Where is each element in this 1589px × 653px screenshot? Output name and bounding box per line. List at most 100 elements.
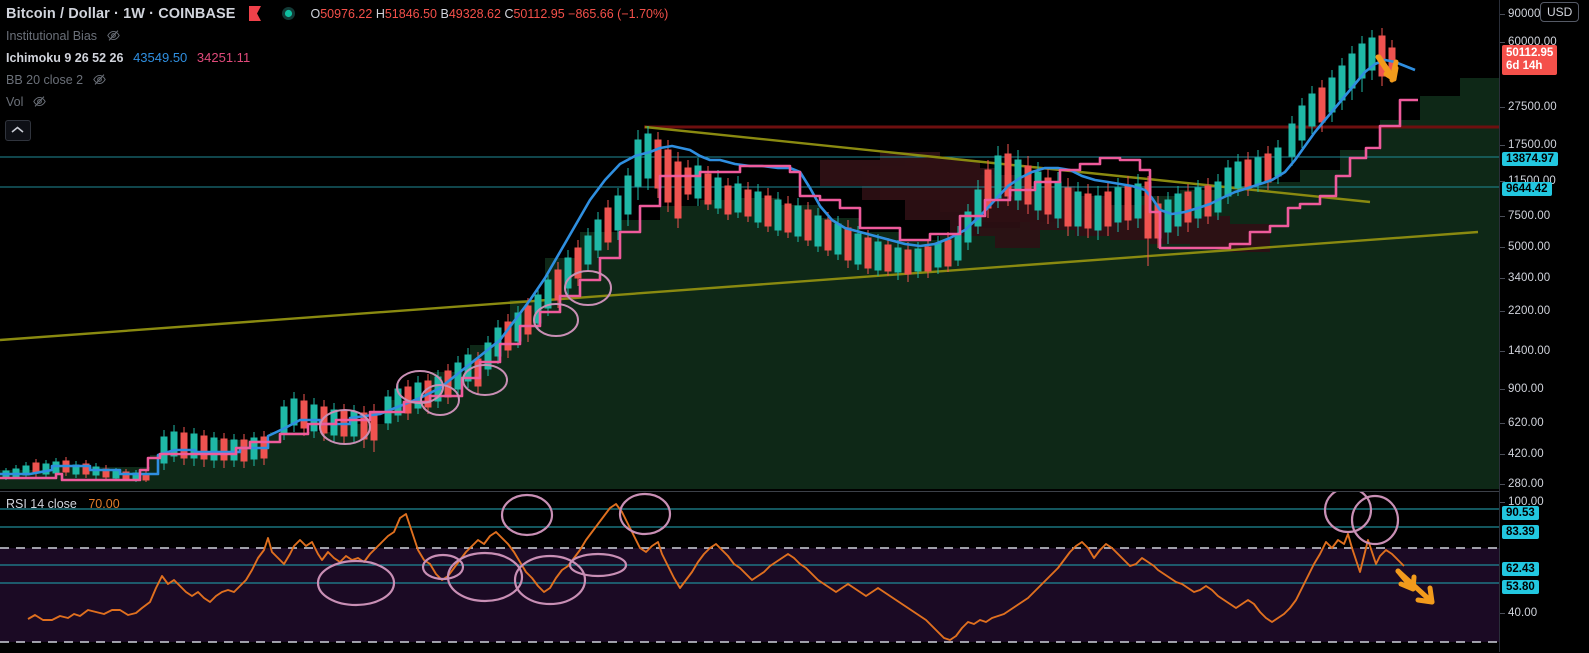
annotation-ellipse[interactable] xyxy=(533,303,579,337)
price-axis-tickmark xyxy=(1500,351,1505,352)
price-axis-tick-label: 100.00 xyxy=(1508,496,1544,508)
price-axis-tickmark xyxy=(1500,454,1505,455)
indicator-name[interactable]: Institutional Bias xyxy=(6,29,98,43)
rsi-annotation-arrow[interactable] xyxy=(1395,568,1435,605)
annotation-ellipse-group[interactable] xyxy=(319,270,612,445)
symbol-title[interactable]: Bitcoin / Dollar · 1W · COINBASE xyxy=(6,6,236,22)
annotation-ellipse[interactable] xyxy=(568,552,628,578)
price-axis-tick-label: 40.00 xyxy=(1508,607,1538,619)
price-level-badge[interactable]: 53.80 xyxy=(1502,580,1539,594)
price-level-badge[interactable]: 62.43 xyxy=(1502,562,1539,576)
rsi-indicator-name[interactable]: RSI 14 close xyxy=(6,497,77,511)
market-status-dot-icon[interactable] xyxy=(281,5,295,20)
ohlc-close-value: 50112.95 xyxy=(513,7,565,21)
eye-off-icon[interactable] xyxy=(106,27,120,41)
legend-indicator-ichimoku[interactable]: Ichimoku 9 26 52 26 43549.50 34251.11 xyxy=(6,47,668,69)
ohlc-high-key: H xyxy=(375,7,385,21)
ichimoku-cloud-green xyxy=(0,78,1500,489)
indicator-name[interactable]: BB 20 close 2 xyxy=(6,73,84,87)
price-axis-tickmark xyxy=(1500,613,1505,614)
price-axis-tick-label: 280.00 xyxy=(1508,478,1544,490)
price-axis-tickmark xyxy=(1500,14,1505,15)
ohlc-low-key: B xyxy=(440,7,449,21)
badge-price: 90.53 xyxy=(1506,507,1535,519)
bookmark-flag-icon[interactable] xyxy=(248,6,262,21)
price-chart-pane[interactable] xyxy=(0,0,1500,489)
rsi-chart-svg xyxy=(0,492,1500,653)
price-axis-tick-label: 900.00 xyxy=(1508,383,1544,395)
annotation-ellipse[interactable] xyxy=(421,553,465,581)
eye-off-icon[interactable] xyxy=(93,71,106,85)
price-axis-tickmark xyxy=(1500,389,1505,390)
price-axis-tickmark xyxy=(1500,423,1505,424)
annotation-ellipse[interactable] xyxy=(564,270,612,306)
ichimoku-value-pink: 34251.11 xyxy=(196,50,251,65)
annotation-ellipse[interactable] xyxy=(500,493,554,537)
rsi-annotation-ellipse-group[interactable] xyxy=(316,492,1400,607)
price-axis-tick-label: 420.00 xyxy=(1508,448,1544,460)
badge-price: 13874.97 xyxy=(1506,153,1554,165)
price-axis[interactable]: USD 90000.00 60000.00 27500.00 17500.00 1150… xyxy=(1499,0,1589,652)
legend-indicator-institutional-bias[interactable]: Institutional Bias xyxy=(6,25,668,47)
ohlc-change: −865.66 (−1.70%) xyxy=(568,7,669,21)
annotation-ellipse[interactable] xyxy=(462,364,508,396)
annotation-ellipse[interactable] xyxy=(319,409,371,445)
price-axis-tickmark xyxy=(1500,145,1505,146)
price-axis-tick-label: 27500.00 xyxy=(1508,101,1557,113)
ohlc-close-key: C xyxy=(504,7,514,21)
badge-price: 50112.95 xyxy=(1506,47,1554,59)
price-axis-tickmark xyxy=(1500,42,1505,43)
ohlc-values: O50976.22 H51846.50 B49328.62 C50112.95 … xyxy=(310,7,668,21)
price-axis-tickmark xyxy=(1500,247,1505,248)
legend-indicator-bollinger[interactable]: BB 20 close 2 xyxy=(6,69,668,91)
price-axis-tickmark xyxy=(1500,181,1505,182)
rsi-indicator-value: 70.00 xyxy=(88,497,120,511)
eye-off-icon[interactable] xyxy=(33,93,46,107)
ichimoku-cloud-red-2 xyxy=(862,158,1040,248)
rsi-legend[interactable]: RSI 14 close 70.00 xyxy=(6,497,120,511)
annotation-ellipse[interactable] xyxy=(1350,494,1400,546)
currency-chip[interactable]: USD xyxy=(1540,2,1580,22)
price-axis-tick-label: 3400.00 xyxy=(1508,272,1551,284)
current-price-badge[interactable]: 50112.95 6d 14h xyxy=(1502,45,1558,75)
price-axis-tick-label: 620.00 xyxy=(1508,417,1544,429)
rsi-chart-pane[interactable] xyxy=(0,491,1500,653)
price-axis-tickmark xyxy=(1500,502,1505,503)
ohlc-low-value: 49328.62 xyxy=(448,7,501,21)
badge-countdown: 6d 14h xyxy=(1506,60,1543,72)
badge-price: 62.43 xyxy=(1506,563,1535,575)
annotation-ellipse[interactable] xyxy=(420,384,460,416)
rsi-line xyxy=(27,503,1405,641)
price-axis-tickmark xyxy=(1500,484,1505,485)
price-axis-tick-label: 2200.00 xyxy=(1508,305,1551,317)
price-level-badge[interactable]: 83.39 xyxy=(1502,525,1539,539)
collapse-pane-button[interactable] xyxy=(5,120,31,141)
price-chart-svg xyxy=(0,28,1500,489)
annotation-ellipse[interactable] xyxy=(396,370,444,404)
annotation-ellipse[interactable] xyxy=(513,554,587,606)
chevron-up-icon xyxy=(11,126,24,133)
ohlc-open-value: 50976.22 xyxy=(320,7,373,21)
indicator-name[interactable]: Vol xyxy=(6,95,24,109)
chart-legend: Bitcoin / Dollar · 1W · COINBASE O50976.… xyxy=(6,3,668,113)
badge-price: 83.39 xyxy=(1506,526,1535,538)
indicator-name[interactable]: Ichimoku 9 26 52 26 xyxy=(6,51,124,65)
price-axis-tickmark xyxy=(1500,216,1505,217)
rsi-band-fill xyxy=(0,548,1500,642)
badge-price: 9644.42 xyxy=(1506,183,1548,195)
ohlc-high-value: 51846.50 xyxy=(384,7,437,21)
annotation-ellipse[interactable] xyxy=(618,492,672,536)
legend-indicator-volume[interactable]: Vol xyxy=(6,91,668,113)
legend-symbol-row[interactable]: Bitcoin / Dollar · 1W · COINBASE O50976.… xyxy=(6,3,668,25)
price-axis-tickmark xyxy=(1500,311,1505,312)
price-level-badge[interactable]: 13874.97 xyxy=(1502,152,1558,166)
price-axis-tick-label: 7500.00 xyxy=(1508,210,1551,222)
price-level-badge[interactable]: 9644.42 xyxy=(1502,182,1552,196)
annotation-ellipse[interactable] xyxy=(1323,492,1373,534)
price-axis-tick-label: 1400.00 xyxy=(1508,345,1551,357)
annotation-ellipse[interactable] xyxy=(446,551,524,603)
annotation-ellipse[interactable] xyxy=(316,559,396,607)
price-level-badge[interactable]: 90.53 xyxy=(1502,506,1539,520)
annotation-arrow-bearish[interactable] xyxy=(1375,54,1399,83)
